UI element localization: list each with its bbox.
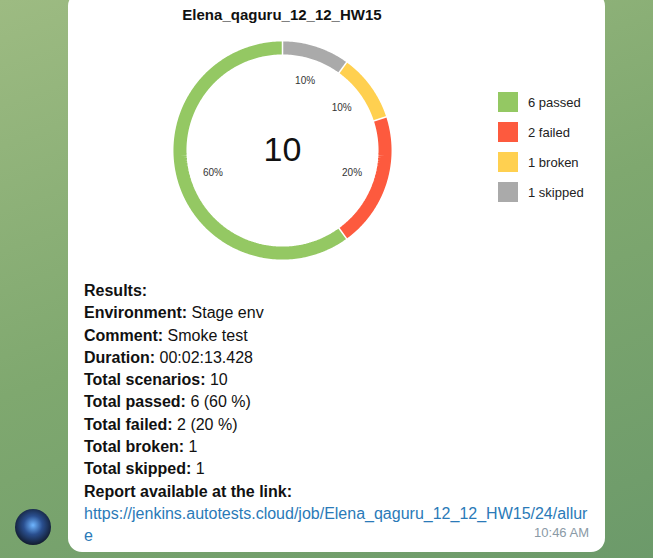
- html-text:Environment: Stage env: Environment: Stage env: [84, 304, 264, 322]
- html-text:Total failed: 2 (20 %): Total failed: 2 (20 %): [84, 415, 238, 433]
- html-text:10:46 AM: 10:46 AM: [534, 525, 589, 540]
- svg-text:10%: 10%: [332, 102, 352, 113]
- html-text:Duration: 00:02:13.428: Duration: 00:02:13.428: [84, 348, 253, 366]
- html-text:Elena_qaguru_12_12_HW15: Elena_qaguru_12_12_HW15: [182, 6, 382, 23]
- svg-text:60%: 60%: [203, 167, 223, 178]
- html-text:Comment: Smoke test: Comment: Smoke test: [84, 326, 248, 344]
- html-text:Results:: Results:: [84, 282, 148, 299]
- html-text:2 failed: 2 failed: [528, 124, 570, 140]
- html-text:6 passed: 6 passed: [528, 94, 581, 110]
- html-text:1 skipped: 1 skipped: [528, 184, 584, 200]
- html-text:Total scenarios: 10: Total scenarios: 10: [84, 371, 228, 389]
- html-text:Report available at the link:: Report available at the link:: [84, 482, 293, 500]
- html-text:Total broken: 1: Total broken: 1: [84, 438, 198, 456]
- svg-text:10: 10: [264, 130, 302, 168]
- html-text:Total passed: 6 (60 %): Total passed: 6 (60 %): [84, 393, 251, 411]
- html-text:Total skipped: 1: Total skipped: 1: [84, 460, 205, 478]
- html-text:https://jenkins.autotests.clou: https://jenkins.autotests.cloud/job/Elen…: [84, 505, 588, 545]
- svg-text:20%: 20%: [342, 167, 362, 178]
- html-text:1 broken: 1 broken: [528, 154, 579, 170]
- svg-text:10%: 10%: [295, 75, 315, 86]
